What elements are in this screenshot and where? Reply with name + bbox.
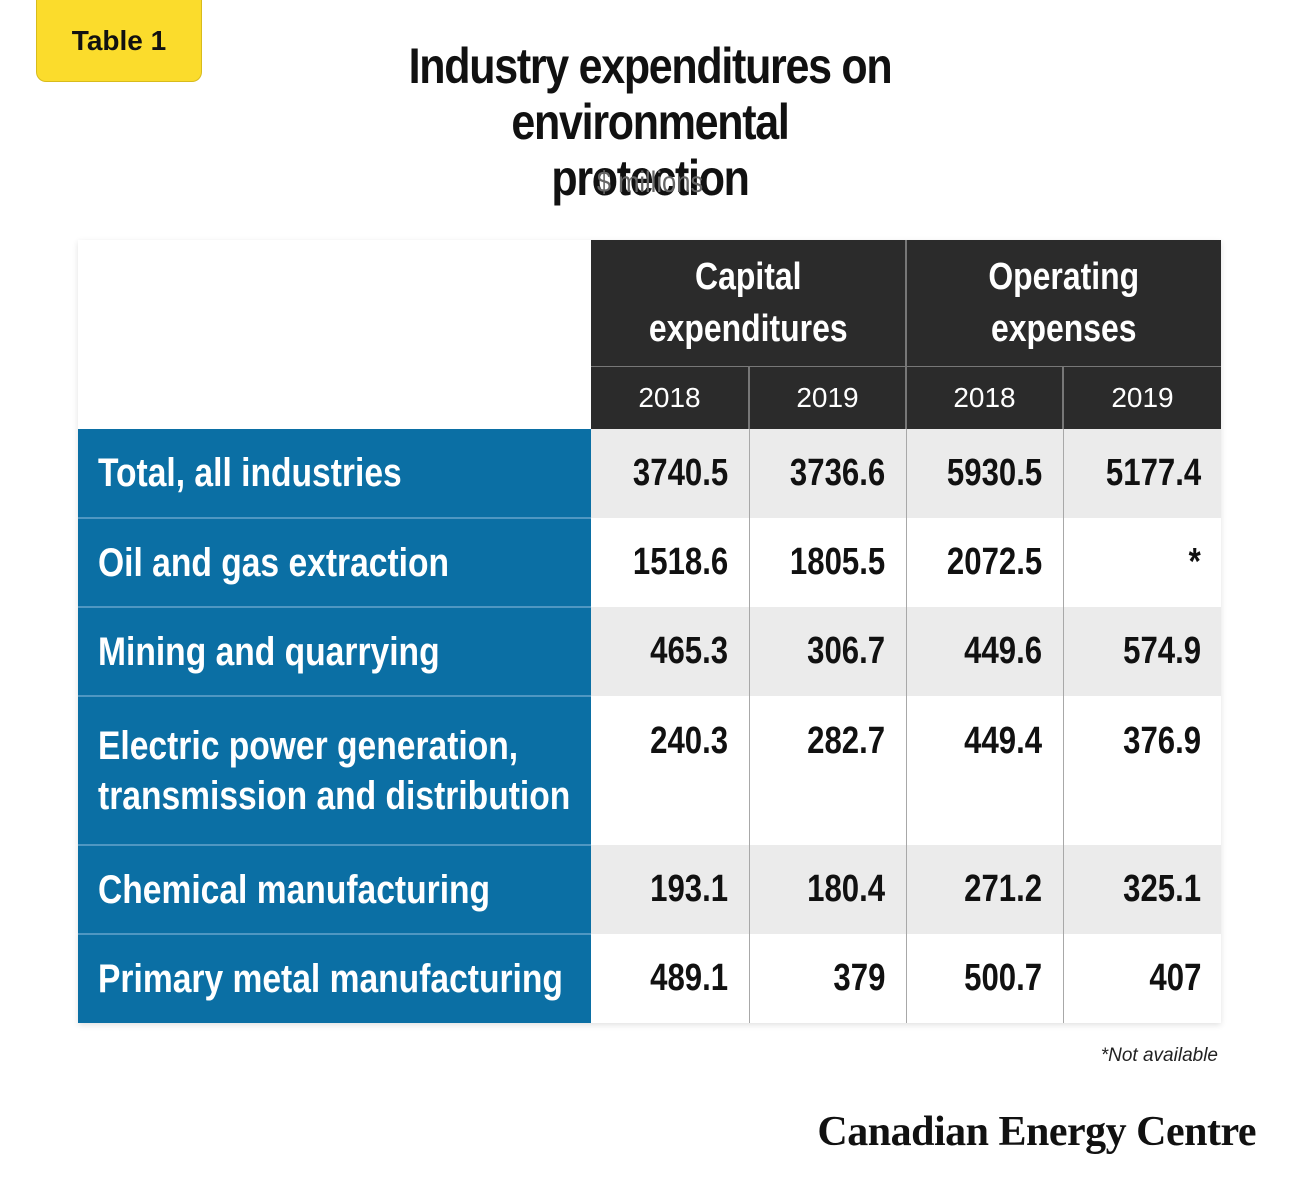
- table-cell: 407: [1062, 934, 1221, 1023]
- expenditures-table: Capital expenditures Operating expenses 20…: [78, 240, 1221, 1023]
- table-subtitle: $ millions: [596, 166, 704, 199]
- year-header: 2019: [748, 366, 906, 429]
- table-cell: *: [1062, 518, 1221, 607]
- table-cell: 449.4: [905, 696, 1063, 845]
- table-cell: 282.7: [748, 696, 906, 845]
- footnote: *Not available: [1100, 1045, 1218, 1066]
- column-group-capital: Capital expenditures: [591, 240, 906, 367]
- table-cell: 574.9: [1062, 607, 1221, 696]
- table-cell: 240.3: [591, 696, 749, 845]
- title-line: protection: [551, 150, 750, 206]
- table-cell: 465.3: [591, 607, 749, 696]
- table-cell: 379: [748, 934, 906, 1023]
- table-title: Industry expenditures on environmental pr…: [306, 38, 994, 206]
- table-cell: 1518.6: [591, 518, 749, 607]
- column-group-operating: Operating expenses: [905, 240, 1221, 367]
- table-cell: 193.1: [591, 845, 749, 934]
- year-header: 2018: [591, 366, 749, 429]
- table-row: Oil and gas extraction 1518.6 1805.5 207…: [78, 518, 1221, 608]
- table-row: Primary metal manufacturing 489.1 379 50…: [78, 934, 1221, 1023]
- table-row: Mining and quarrying 465.3 306.7 449.6 5…: [78, 607, 1221, 697]
- table-cell: 3740.5: [591, 429, 749, 518]
- row-label: Primary metal manufacturing: [78, 934, 591, 1023]
- table-row: Chemical manufacturing 193.1 180.4 271.2…: [78, 845, 1221, 935]
- table-cell: 1805.5: [748, 518, 906, 607]
- table-cell: 5930.5: [905, 429, 1063, 518]
- table-row: Total, all industries 3740.5 3736.6 5930…: [78, 429, 1221, 519]
- row-label: Total, all industries: [78, 429, 591, 519]
- row-label: Mining and quarrying: [78, 607, 591, 697]
- table-row: Electric power generation, transmission a…: [78, 696, 1221, 846]
- table-cell: 489.1: [591, 934, 749, 1023]
- year-header: 2019: [1062, 366, 1221, 429]
- row-label: Chemical manufacturing: [78, 845, 591, 935]
- table-cell: 449.6: [905, 607, 1063, 696]
- table-number-label: Table 1: [71, 24, 167, 56]
- table-cell: 376.9: [1062, 696, 1221, 845]
- table-cell: 306.7: [748, 607, 906, 696]
- row-label: Oil and gas extraction: [78, 518, 591, 608]
- table-cell: 3736.6: [748, 429, 906, 518]
- table-cell: 271.2: [905, 845, 1063, 934]
- table-cell: 5177.4: [1062, 429, 1221, 518]
- table-cell: 2072.5: [905, 518, 1063, 607]
- row-label: Electric power generation, transmission a…: [78, 696, 591, 846]
- table-corner: [78, 240, 591, 429]
- table-cell: 180.4: [748, 845, 906, 934]
- table-cell: 325.1: [1062, 845, 1221, 934]
- year-header: 2018: [905, 366, 1063, 429]
- title-line: Industry expenditures on environmental: [408, 38, 893, 150]
- brand-logo: Canadian Energy Centre: [817, 1109, 1256, 1155]
- table-number-tag: Table 1: [36, 0, 202, 82]
- table-cell: 500.7: [905, 934, 1063, 1023]
